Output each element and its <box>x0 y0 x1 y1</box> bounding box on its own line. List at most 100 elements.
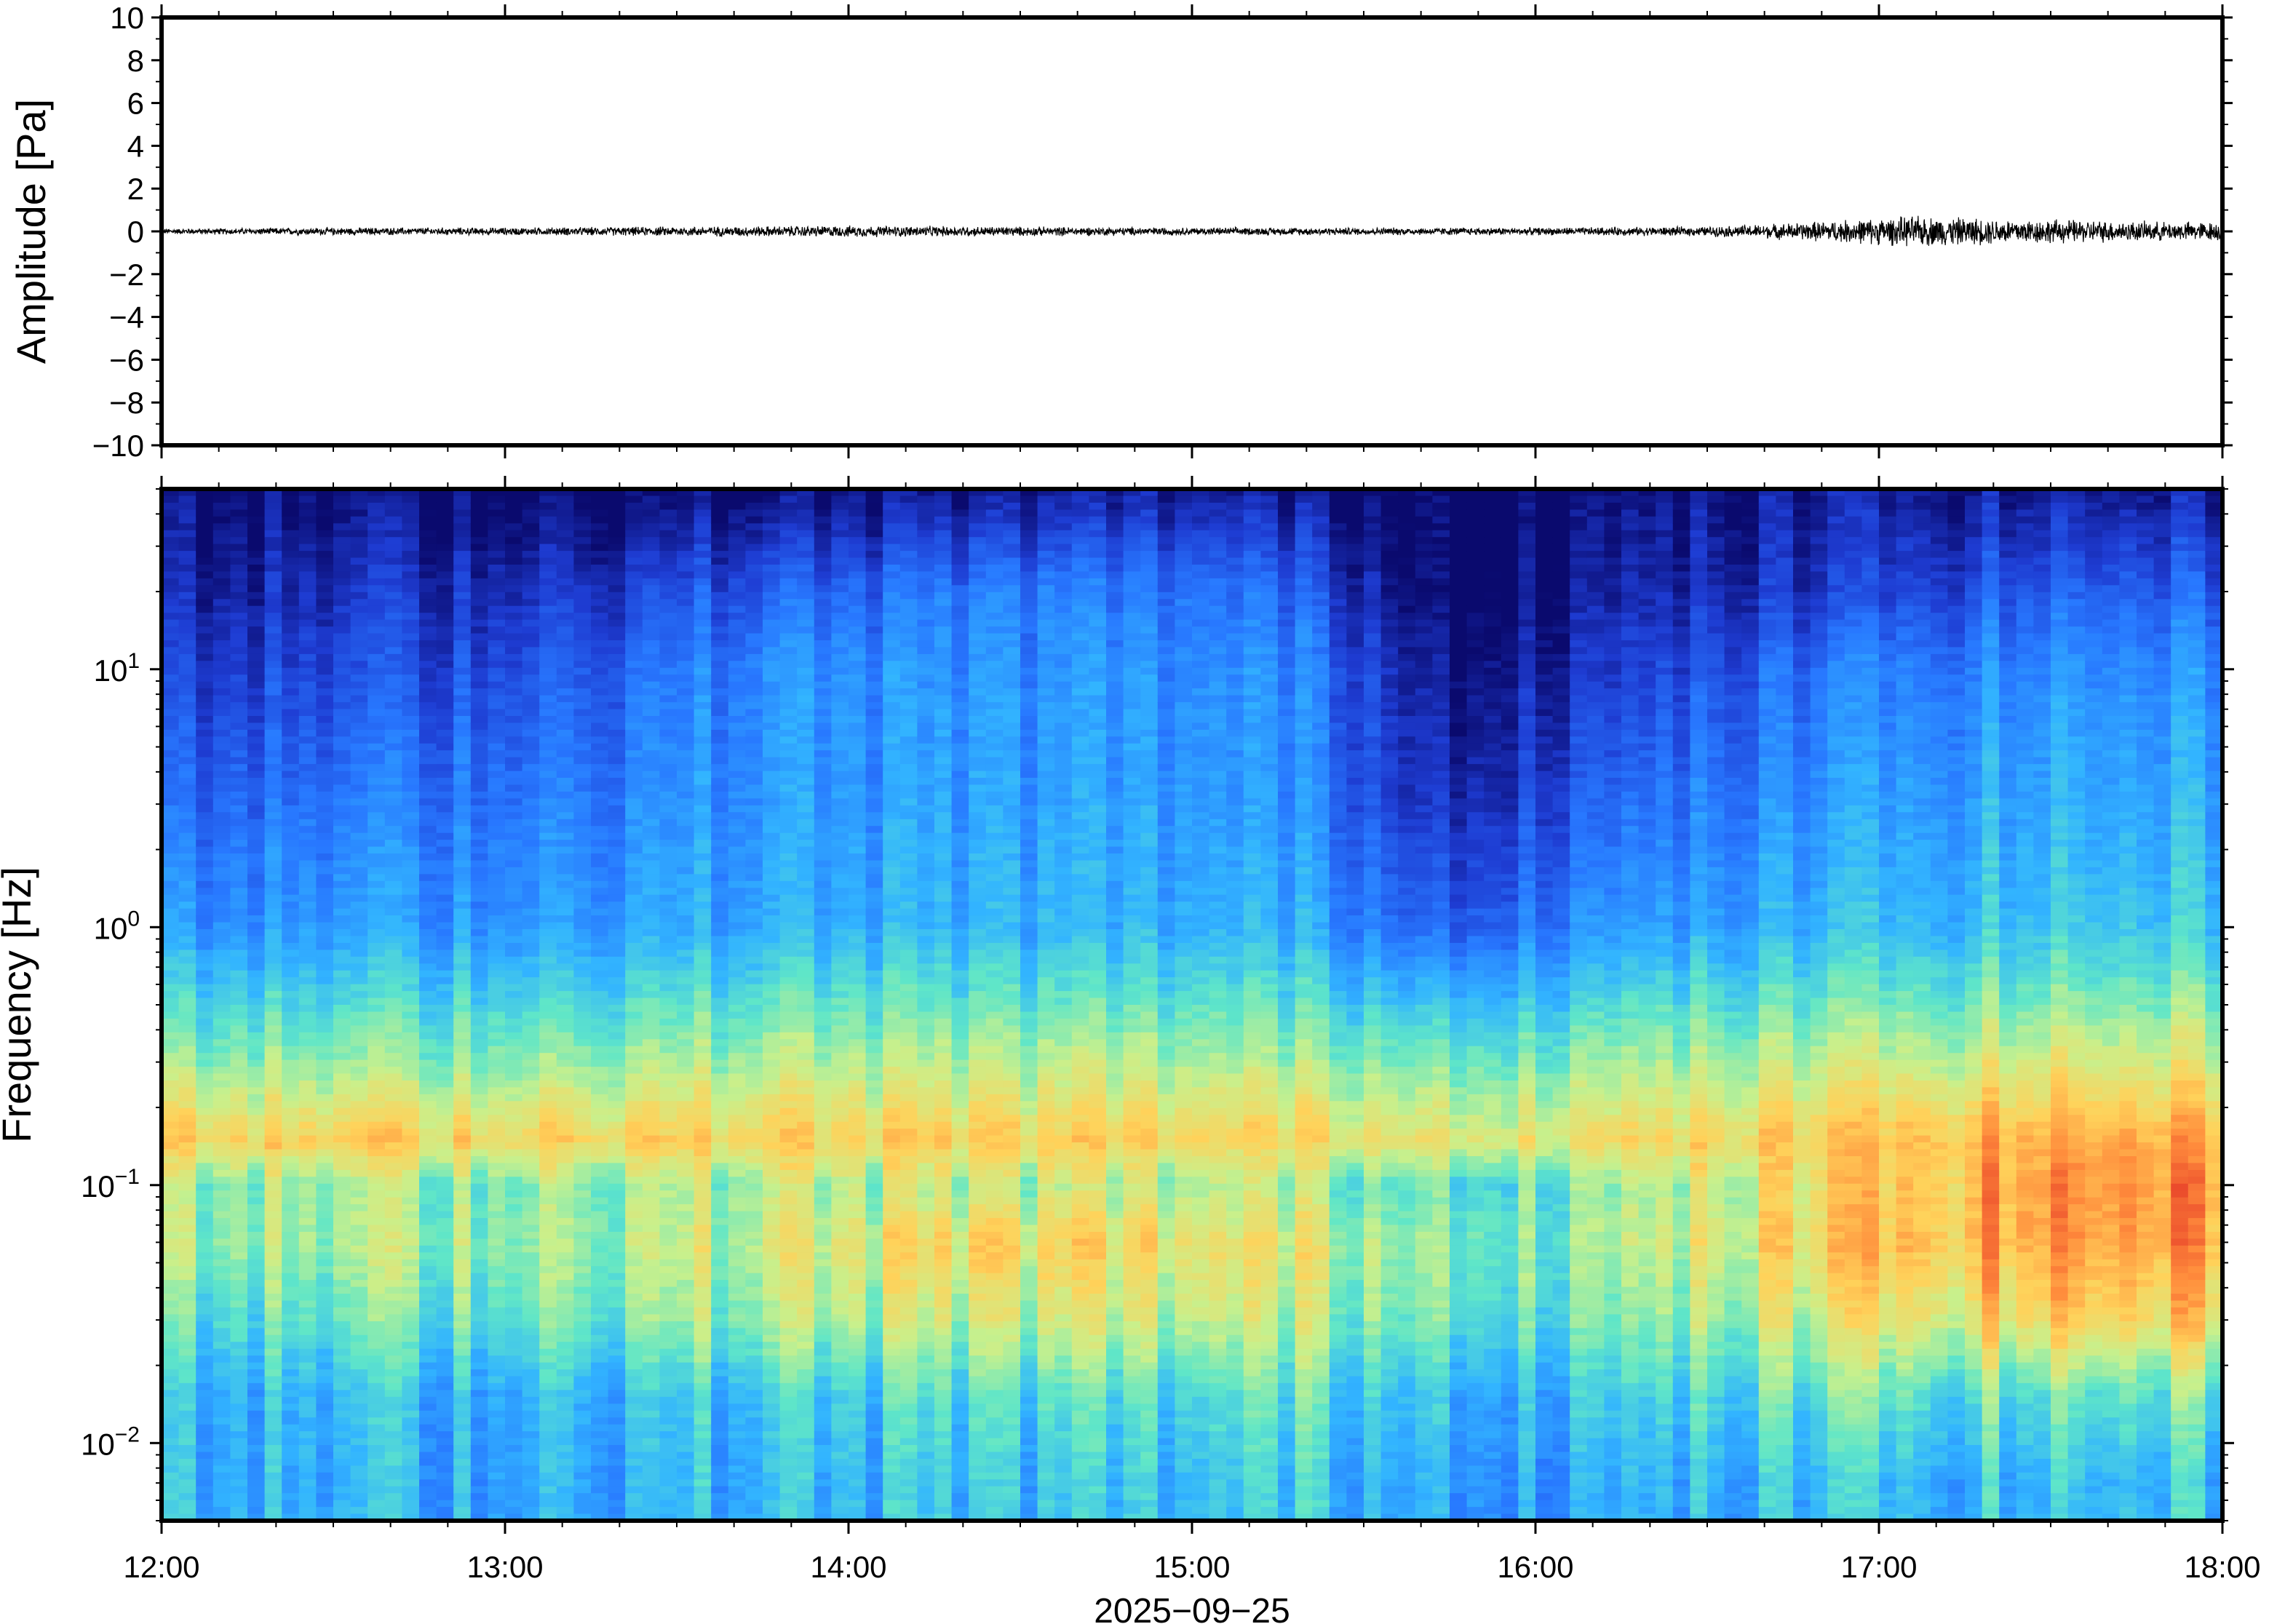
spectrogram-cell <box>625 998 643 1006</box>
spectrogram-cell <box>522 613 540 620</box>
spectrogram-cell <box>608 551 626 558</box>
spectrogram-cell <box>471 1411 488 1418</box>
spectrogram-cell <box>539 1005 557 1012</box>
spectrogram-cell <box>557 826 574 833</box>
spectrogram-cell <box>608 957 626 964</box>
spectrogram-cell <box>505 661 522 668</box>
spectrogram-cell <box>316 1122 333 1129</box>
spectrogram-cell <box>488 1493 505 1500</box>
spectrogram-cell <box>196 1032 213 1040</box>
spectrogram-cell <box>694 812 712 819</box>
spectrogram-cell <box>591 1294 608 1301</box>
spectrogram-cell <box>247 1087 265 1094</box>
spectrogram-cell <box>230 1349 247 1356</box>
spectrogram-cell <box>162 764 179 771</box>
spectrogram-cell <box>539 640 557 648</box>
spectrogram-cell <box>625 792 643 799</box>
spectrogram-cell <box>282 1452 299 1460</box>
spectrogram-cell <box>162 1012 179 1019</box>
spectrogram-cell <box>196 977 213 984</box>
spectrogram-cell <box>677 1032 694 1040</box>
spectrogram-cell <box>282 654 299 661</box>
spectrogram-cell <box>316 1177 333 1184</box>
spectrogram-cell <box>677 702 694 709</box>
spectrogram-cell <box>162 523 179 530</box>
spectrogram-cell <box>265 881 282 888</box>
spectrogram-cell <box>230 1307 247 1315</box>
spectrogram-cell <box>351 1218 368 1225</box>
spectrogram-cell <box>643 757 660 765</box>
spectrogram-cell <box>385 950 402 957</box>
spectrogram-cell <box>196 1363 213 1370</box>
spectrogram-cell <box>265 1335 282 1342</box>
spectrogram-cell <box>505 963 522 971</box>
spectrogram-cell <box>643 1273 660 1281</box>
spectrogram-cell <box>488 881 505 888</box>
spectrogram-cell <box>179 1190 196 1198</box>
spectrogram-cell <box>265 688 282 696</box>
spectrogram-cell <box>573 957 591 964</box>
spectrogram-cell <box>230 785 247 792</box>
spectrogram-cell <box>643 1411 660 1418</box>
spectrogram-cell <box>557 971 574 978</box>
spectrogram-cell <box>522 1032 540 1040</box>
spectrogram-cell <box>282 1307 299 1315</box>
spectrogram-cell <box>677 1507 694 1514</box>
spectrogram-cell <box>299 929 317 936</box>
spectrogram-cell <box>625 496 643 503</box>
spectrogram-cell <box>419 1452 437 1460</box>
spectrogram-cell <box>505 1417 522 1425</box>
spectrogram-cell <box>437 599 454 606</box>
spectrogram-cell <box>402 1493 419 1500</box>
spectrogram-cell <box>351 1163 368 1170</box>
spectrogram-cell <box>385 895 402 902</box>
spectrogram-cell <box>247 606 265 613</box>
spectrogram-cell <box>367 1080 385 1088</box>
spectrogram-cell <box>385 592 402 600</box>
spectrogram-cell <box>299 792 317 799</box>
spectrogram-cell <box>437 1342 454 1349</box>
spectrogram-cell <box>385 730 402 737</box>
spectrogram-cell <box>351 1479 368 1486</box>
spectrogram-cell <box>539 1067 557 1074</box>
spectrogram-cell <box>213 1190 231 1198</box>
spectrogram-cell <box>677 778 694 785</box>
spectrogram-cell <box>299 1060 317 1067</box>
spectrogram-cell <box>659 1259 677 1267</box>
spectrogram-cell <box>608 750 626 757</box>
spectrogram-cell <box>625 1218 643 1225</box>
spectrogram-cell <box>539 909 557 916</box>
spectrogram-cell <box>608 909 626 916</box>
spectrogram-cell <box>247 1156 265 1163</box>
spectrogram-cell <box>179 585 196 592</box>
spectrogram-cell <box>505 599 522 606</box>
spectrogram-cell <box>694 1025 712 1032</box>
spectrogram-cell <box>367 1342 385 1349</box>
spectrogram-cell <box>402 812 419 819</box>
spectrogram-cell <box>213 771 231 779</box>
spectrogram-cell <box>557 1417 574 1425</box>
spectrogram-cell <box>608 1452 626 1460</box>
spectrogram-cell <box>522 1170 540 1177</box>
spectrogram-cell <box>247 895 265 902</box>
spectrogram-cell <box>385 923 402 930</box>
spectrogram-cell <box>591 1218 608 1225</box>
spectrogram-cell <box>385 1266 402 1273</box>
spectrogram-cell <box>230 496 247 503</box>
spectrogram-cell <box>437 674 454 682</box>
spectrogram-cell <box>643 1280 660 1287</box>
spectrogram-cell <box>316 1493 333 1500</box>
spectrogram-cell <box>351 798 368 805</box>
spectrogram-cell <box>367 1039 385 1046</box>
spectrogram-cell <box>437 1163 454 1170</box>
spectrogram-cell <box>179 1136 196 1143</box>
spectrogram-cell <box>677 496 694 503</box>
spectrogram-cell <box>437 764 454 771</box>
spectrogram-cell <box>316 1204 333 1211</box>
spectrogram-cell <box>453 1486 471 1494</box>
spectrogram-cell <box>539 819 557 827</box>
spectrogram-cell <box>471 991 488 998</box>
spectrogram-cell <box>488 1335 505 1342</box>
spectrogram-cell <box>282 1507 299 1514</box>
spectrogram-cell <box>643 792 660 799</box>
